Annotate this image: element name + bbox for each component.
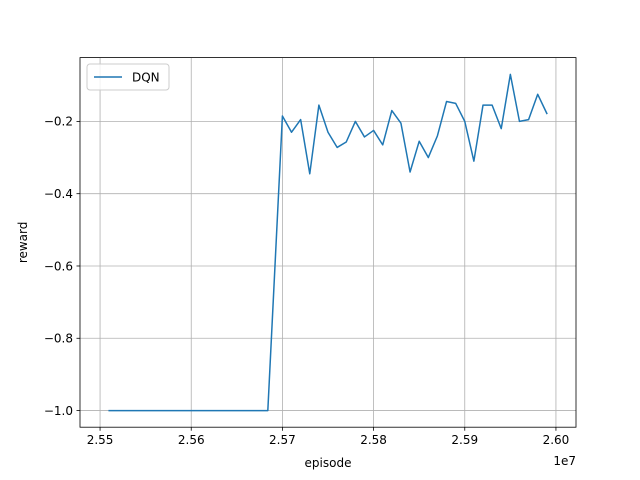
- y-tick-label: −0.8: [44, 332, 73, 346]
- y-tick-label: −0.4: [44, 187, 73, 201]
- ticks: 2.55 2.56 2.57 2.58 2.59 2.60 −1.0 −0.8 −0.6 −0.4…: [44, 115, 569, 448]
- x-tick-label: 2.55: [87, 433, 114, 447]
- legend: DQN: [86, 63, 170, 91]
- legend-label-dqn: DQN: [132, 71, 160, 85]
- y-axis-label: reward: [16, 222, 30, 264]
- series-line-dqn: [108, 73, 548, 412]
- y-tick-label: −0.2: [44, 115, 73, 129]
- x-tick-label: 2.59: [451, 433, 478, 447]
- x-tick-label: 2.56: [178, 433, 205, 447]
- series-group: [108, 73, 548, 412]
- legend-box: [86, 63, 170, 91]
- x-offset-label: 1e7: [553, 454, 576, 468]
- x-tick-label: 2.60: [543, 433, 570, 447]
- x-tick-label: 2.57: [269, 433, 296, 447]
- x-tick-label: 2.58: [360, 433, 387, 447]
- y-tick-label: −1.0: [44, 404, 73, 418]
- plot-frame: [79, 57, 577, 428]
- x-axis-label: episode: [305, 456, 352, 470]
- y-tick-label: −0.6: [44, 259, 73, 273]
